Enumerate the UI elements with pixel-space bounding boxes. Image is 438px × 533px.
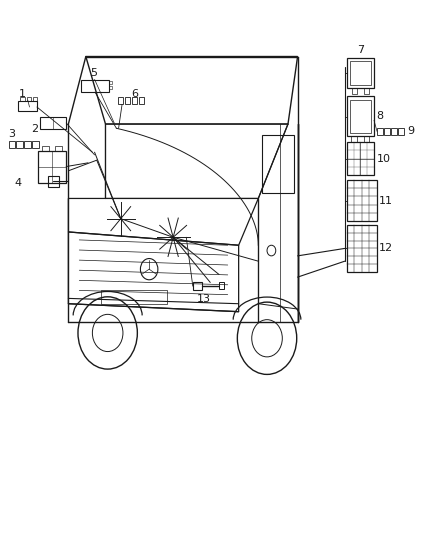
Bar (27, 97, 31, 101)
Bar (347, 142, 374, 175)
Bar (55, 147, 62, 151)
Text: 12: 12 (379, 244, 393, 253)
Text: 4: 4 (14, 177, 21, 188)
Bar (20, 97, 25, 101)
Text: 5: 5 (91, 68, 98, 78)
Bar (101, 290, 166, 304)
Bar (219, 282, 224, 289)
Text: 3: 3 (9, 129, 16, 139)
Bar (81, 80, 109, 92)
Bar (391, 128, 397, 135)
Text: 1: 1 (19, 89, 26, 99)
Text: 2: 2 (31, 124, 38, 134)
Text: 7: 7 (357, 45, 364, 55)
Bar (32, 97, 37, 101)
Bar (24, 141, 31, 149)
Bar (40, 117, 66, 130)
Bar (125, 98, 131, 104)
Bar (364, 88, 369, 94)
Bar (347, 225, 377, 272)
Bar (352, 88, 357, 94)
Bar (350, 100, 371, 133)
Bar (18, 101, 37, 111)
Bar (350, 61, 371, 85)
Bar (132, 98, 138, 104)
Bar (32, 141, 39, 149)
Text: 9: 9 (408, 126, 415, 136)
Text: 13: 13 (197, 294, 211, 304)
Bar (351, 136, 357, 142)
Bar (347, 96, 374, 136)
Bar (384, 128, 390, 135)
Text: 8: 8 (377, 111, 384, 122)
Bar (364, 136, 369, 142)
Bar (118, 98, 124, 104)
Bar (139, 98, 145, 104)
Bar (347, 58, 374, 88)
Bar (48, 176, 59, 187)
Text: 10: 10 (377, 154, 391, 164)
Bar (377, 128, 383, 135)
Bar (42, 147, 49, 151)
Bar (262, 135, 294, 193)
Bar (38, 151, 66, 182)
Bar (398, 128, 404, 135)
Bar (193, 282, 201, 290)
Bar (109, 81, 112, 84)
Text: 11: 11 (379, 196, 393, 206)
Bar (347, 180, 377, 221)
Bar (109, 86, 112, 90)
Bar (9, 141, 15, 149)
Text: 6: 6 (132, 89, 139, 99)
Bar (16, 141, 23, 149)
